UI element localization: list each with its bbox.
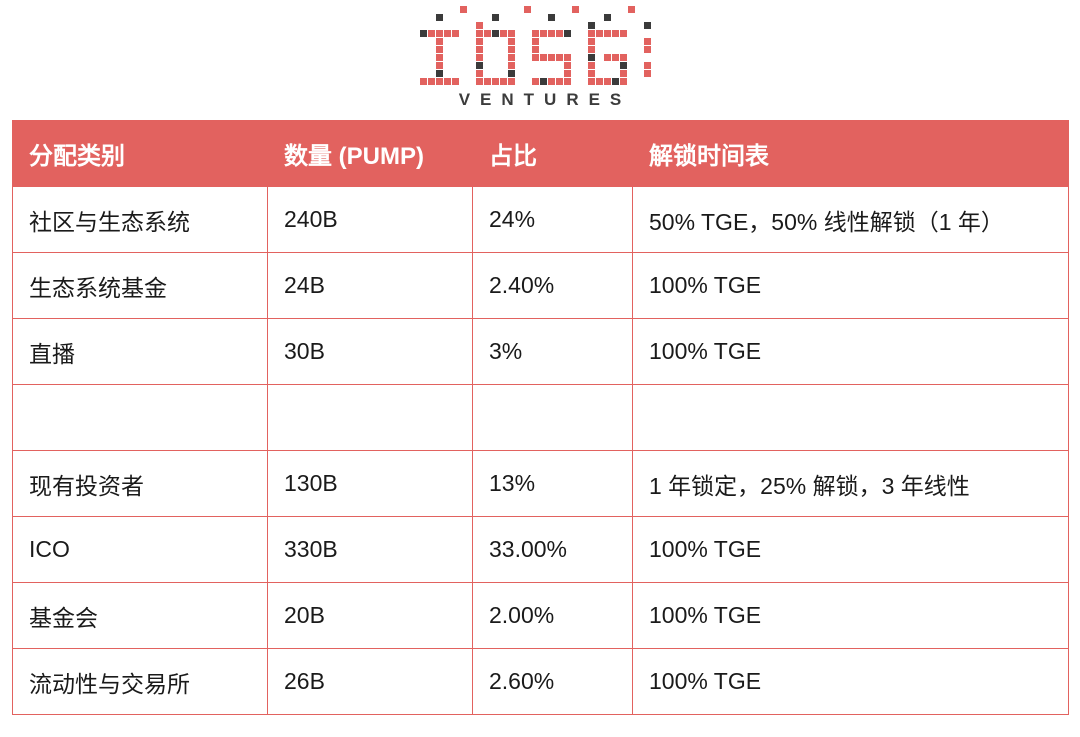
table-cell: 100% TGE bbox=[632, 252, 1069, 319]
table-cell: 生态系统基金 bbox=[12, 252, 268, 319]
table-row: 生态系统基金 24B 2.40% 100% TGE bbox=[12, 252, 1069, 319]
table-cell: 社区与生态系统 bbox=[12, 186, 268, 253]
iosg-logo-pixels bbox=[420, 6, 651, 85]
table-cell: 33.00% bbox=[472, 516, 633, 583]
table-cell: 现有投资者 bbox=[12, 450, 268, 517]
table-row: ICO 330B 33.00% 100% TGE bbox=[12, 516, 1069, 583]
table-cell: 基金会 bbox=[12, 582, 268, 649]
table-row: 直播 30B 3% 100% TGE bbox=[12, 318, 1069, 385]
table-row: 流动性与交易所 26B 2.60% 100% TGE bbox=[12, 648, 1069, 715]
table-cell: 24B bbox=[267, 252, 473, 319]
table-cell bbox=[632, 384, 1069, 451]
table-row: 社区与生态系统 240B 24% 50% TGE，50% 线性解锁（1 年） bbox=[12, 186, 1069, 253]
table-cell: 330B bbox=[267, 516, 473, 583]
allocation-table: 分配类别 数量 (PUMP) 占比 解锁时间表 社区与生态系统 240B 24%… bbox=[12, 120, 1069, 715]
table-row-empty bbox=[12, 384, 1069, 451]
table-cell: 100% TGE bbox=[632, 582, 1069, 649]
table-cell bbox=[267, 384, 473, 451]
table-cell: 13% bbox=[472, 450, 633, 517]
table-cell: 130B bbox=[267, 450, 473, 517]
table-header: 分配类别 数量 (PUMP) 占比 解锁时间表 bbox=[12, 120, 1069, 187]
table-cell: 100% TGE bbox=[632, 648, 1069, 715]
logo-subtitle: VENTURES bbox=[458, 90, 632, 109]
table-cell: 100% TGE bbox=[632, 516, 1069, 583]
header-cell-unlock: 解锁时间表 bbox=[632, 120, 1069, 187]
header-cell-amount: 数量 (PUMP) bbox=[267, 120, 473, 187]
table-cell: ICO bbox=[12, 516, 268, 583]
table-cell: 直播 bbox=[12, 318, 268, 385]
table-cell bbox=[472, 384, 633, 451]
table-cell: 1 年锁定，25% 解锁，3 年线性 bbox=[632, 450, 1069, 517]
table-cell: 50% TGE，50% 线性解锁（1 年） bbox=[632, 186, 1069, 253]
table-cell: 240B bbox=[267, 186, 473, 253]
iosg-logo: VENTURES bbox=[0, 0, 1080, 110]
table-cell: 2.00% bbox=[472, 582, 633, 649]
table-cell: 26B bbox=[267, 648, 473, 715]
table-wrap: 分配类别 数量 (PUMP) 占比 解锁时间表 社区与生态系统 240B 24%… bbox=[12, 120, 1069, 715]
header-cell-category: 分配类别 bbox=[12, 120, 268, 187]
table-cell: 3% bbox=[472, 318, 633, 385]
table-cell: 100% TGE bbox=[632, 318, 1069, 385]
table-cell: 30B bbox=[267, 318, 473, 385]
table-cell: 24% bbox=[472, 186, 633, 253]
table-row: 现有投资者 130B 13% 1 年锁定，25% 解锁，3 年线性 bbox=[12, 450, 1069, 517]
header-cell-share: 占比 bbox=[472, 120, 633, 187]
table-cell bbox=[12, 384, 268, 451]
table-header-row: 分配类别 数量 (PUMP) 占比 解锁时间表 bbox=[12, 120, 1069, 187]
table-cell: 20B bbox=[267, 582, 473, 649]
table-cell: 流动性与交易所 bbox=[12, 648, 268, 715]
table-row: 基金会 20B 2.00% 100% TGE bbox=[12, 582, 1069, 649]
table-body: 社区与生态系统 240B 24% 50% TGE，50% 线性解锁（1 年） 生… bbox=[12, 186, 1069, 715]
table-cell: 2.40% bbox=[472, 252, 633, 319]
table-cell: 2.60% bbox=[472, 648, 633, 715]
